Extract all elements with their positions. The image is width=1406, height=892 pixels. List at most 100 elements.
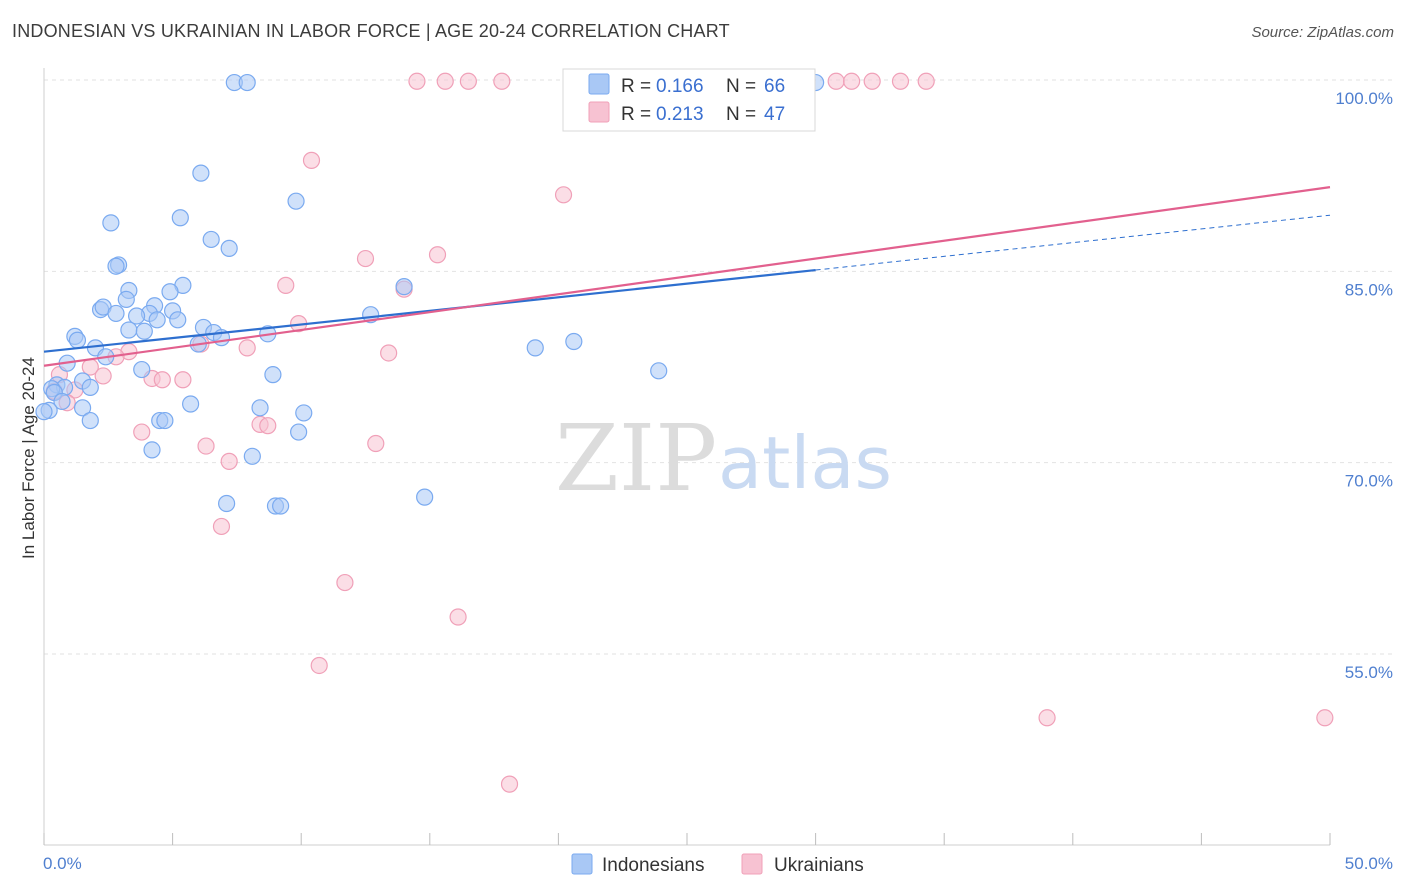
point-ukrainians-15 — [428, 246, 447, 264]
y-tick-label-3: 55.0% — [1345, 663, 1393, 682]
point-ukrainians-8 — [827, 72, 845, 90]
point-indonesians-28 — [135, 322, 153, 340]
point-ukrainians-29 — [153, 371, 171, 389]
legend-r-value-1: 0.213 — [656, 104, 704, 125]
point-ukrainians-0 — [408, 72, 426, 90]
legend-n-value-0: 66 — [764, 76, 785, 97]
correlation-legend: R = 0.166 N = 66 R = 0.213 N = 47 — [562, 68, 816, 132]
point-indonesians-47 — [81, 378, 99, 397]
bottom-legend-label-ukrainians: Ukrainians — [774, 855, 864, 876]
point-indonesians-1 — [238, 73, 256, 92]
point-ukrainians-22 — [380, 344, 398, 362]
point-ukrainians-11 — [891, 72, 910, 90]
x-tick-label-50: 50.0% — [1345, 854, 1393, 873]
point-indonesians-42 — [650, 362, 668, 380]
point-ukrainians-27 — [94, 367, 112, 385]
point-ukrainians-37 — [367, 434, 385, 453]
x-axis-ticks — [43, 833, 1331, 845]
point-ukrainians-45 — [1316, 709, 1334, 727]
point-ukrainians-16 — [356, 249, 375, 268]
point-indonesians-20 — [107, 304, 125, 323]
point-indonesians-59 — [143, 441, 161, 459]
point-indonesians-7 — [202, 230, 220, 249]
bottom-legend-label-indonesians: Indonesians — [602, 855, 704, 876]
point-ukrainians-36 — [133, 423, 151, 441]
legend-swatch-ukrainians — [588, 101, 610, 123]
point-ukrainians-3 — [493, 72, 511, 90]
point-indonesians-35 — [526, 339, 544, 357]
point-ukrainians-39 — [220, 452, 238, 470]
point-indonesians-33 — [68, 331, 87, 349]
legend-r-label-1: R = — [621, 104, 651, 125]
point-indonesians-3 — [192, 164, 210, 182]
point-indonesians-10 — [107, 257, 125, 275]
point-indonesians-58 — [290, 423, 308, 441]
point-ukrainians-2 — [459, 72, 477, 90]
point-indonesians-25 — [148, 311, 166, 329]
trend-line-indonesians — [43, 268, 816, 353]
point-indonesians-55 — [81, 411, 99, 430]
bottom-legend-swatch-indonesians — [571, 853, 593, 875]
y-tick-label-0: 100.0% — [1335, 89, 1393, 108]
legend-n-label-1: N = — [726, 104, 756, 125]
point-indonesians-22 — [127, 307, 146, 325]
point-ukrainians-14 — [554, 186, 573, 204]
watermark: ZIP atlas — [555, 405, 892, 512]
series-legend: Indonesians Ukrainians — [571, 853, 864, 876]
y-tick-labels: 100.0% 85.0% 70.0% 55.0% — [1335, 89, 1393, 682]
gridlines — [44, 79, 1393, 655]
point-ukrainians-10 — [863, 72, 881, 90]
point-indonesians-4 — [287, 192, 305, 210]
point-ukrainians-40 — [212, 517, 231, 536]
watermark-zip: ZIP — [555, 405, 717, 512]
point-indonesians-62 — [218, 494, 236, 513]
bottom-legend-swatch-ukrainians — [741, 853, 763, 875]
x-tick-label-0: 0.0% — [43, 854, 82, 873]
point-ukrainians-17 — [277, 276, 295, 294]
point-ukrainians-30 — [174, 371, 192, 389]
trend-line-ukrainians — [43, 186, 1331, 367]
point-indonesians-24 — [169, 311, 187, 329]
point-ukrainians-9 — [843, 72, 861, 90]
source-credit: Source: ZipAtlas.com — [1251, 24, 1394, 41]
point-ukrainians-38 — [197, 437, 215, 455]
point-indonesians-50 — [182, 395, 200, 413]
point-indonesians-60 — [243, 447, 261, 465]
point-ukrainians-20 — [238, 339, 256, 357]
legend-r-label-0: R = — [621, 76, 651, 97]
point-indonesians-49 — [53, 392, 71, 411]
y-tick-label-2: 70.0% — [1345, 472, 1393, 491]
legend-n-label-0: N = — [726, 76, 756, 97]
point-indonesians-52 — [295, 404, 313, 422]
point-indonesians-5 — [171, 209, 189, 227]
point-ukrainians-46 — [500, 775, 519, 793]
point-ukrainians-1 — [436, 72, 454, 90]
point-ukrainians-42 — [449, 608, 467, 626]
legend-swatch-indonesians — [588, 73, 610, 95]
point-indonesians-6 — [102, 214, 120, 232]
legend-r-value-0: 0.166 — [656, 76, 704, 97]
point-indonesians-57 — [156, 411, 174, 430]
chart-title: INDONESIAN VS UKRAINIAN IN LABOR FORCE |… — [12, 21, 730, 41]
point-ukrainians-12 — [917, 72, 935, 90]
point-ukrainians-13 — [302, 151, 321, 169]
y-axis-label: In Labor Force | Age 20-24 — [19, 357, 38, 559]
point-indonesians-51 — [251, 399, 269, 417]
y-tick-label-1: 85.0% — [1345, 280, 1393, 299]
point-indonesians-41 — [264, 366, 282, 384]
point-indonesians-27 — [120, 321, 138, 339]
legend-n-value-1: 47 — [764, 104, 785, 125]
point-indonesians-15 — [117, 290, 135, 308]
point-indonesians-8 — [220, 239, 238, 257]
point-indonesians-65 — [35, 403, 53, 421]
trend-lines — [43, 186, 1331, 367]
point-indonesians-13 — [161, 283, 179, 301]
point-ukrainians-44 — [1038, 709, 1056, 727]
point-ukrainians-41 — [336, 573, 354, 592]
point-indonesians-54 — [73, 399, 92, 417]
point-ukrainians-43 — [310, 656, 328, 675]
point-ukrainians-35 — [259, 417, 277, 435]
point-indonesians-40 — [133, 360, 151, 379]
point-indonesians-64 — [272, 497, 290, 515]
